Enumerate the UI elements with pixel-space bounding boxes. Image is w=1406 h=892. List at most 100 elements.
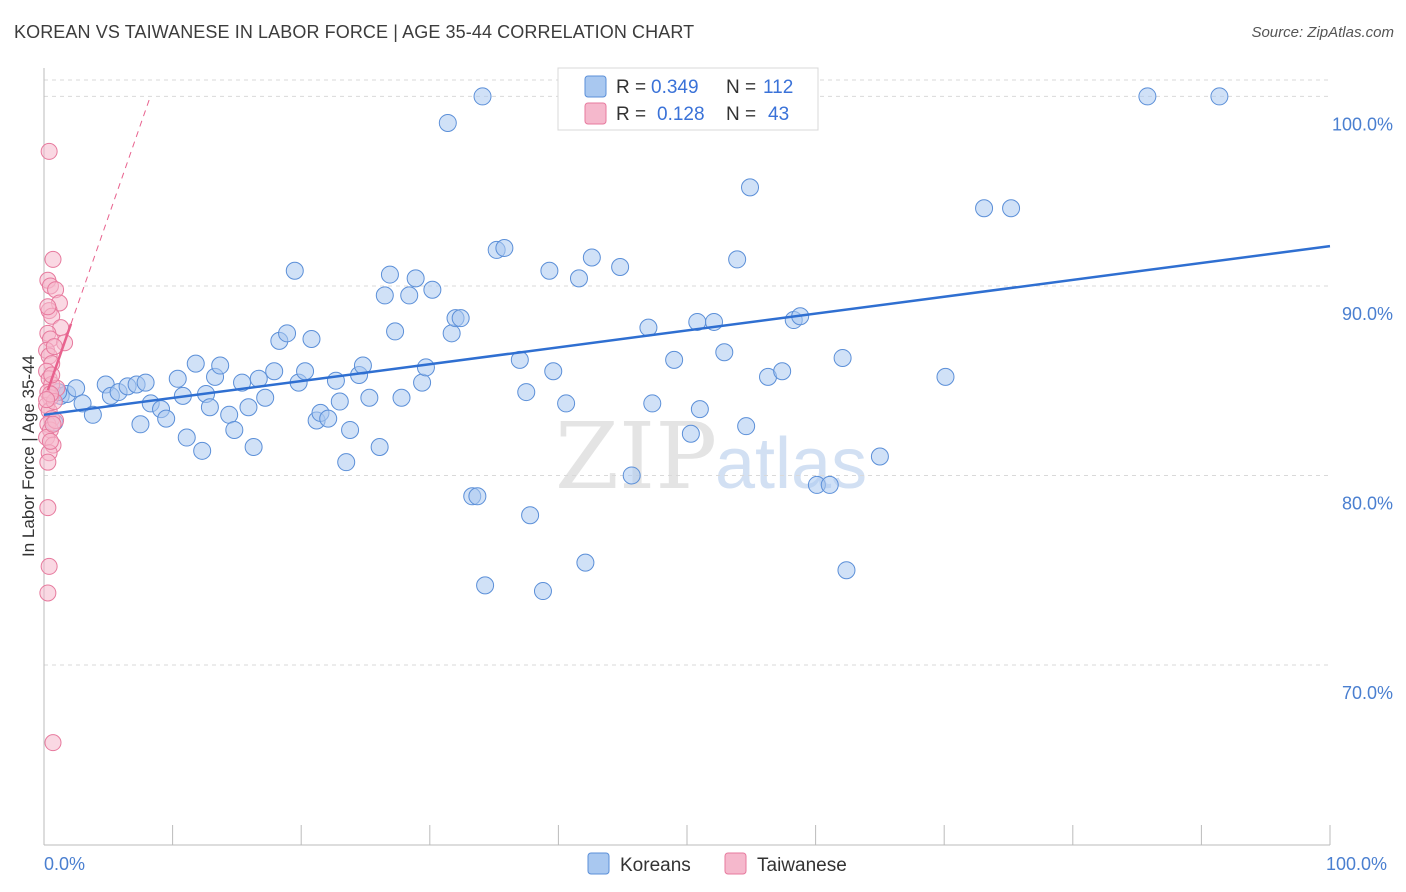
korean-point — [157, 409, 176, 428]
korean-point — [870, 447, 889, 466]
korean-point — [521, 506, 540, 525]
korean-point — [413, 373, 432, 392]
korean-point — [341, 420, 360, 439]
taiwanese-n-label: N = — [726, 104, 756, 125]
korean-point — [690, 400, 709, 419]
taiwanese-point — [39, 453, 57, 471]
korean-point — [380, 265, 399, 284]
korean-point — [833, 348, 852, 367]
stats-legend: R = 0.349 N = 112 R = 0.128 N = 43 — [557, 67, 819, 131]
korean-point — [386, 322, 405, 341]
x-ticks — [43, 825, 1331, 845]
korean-point — [193, 441, 212, 460]
korean-point — [582, 248, 601, 267]
source-label: Source: ZipAtlas.com — [1251, 24, 1394, 41]
korean-point — [375, 286, 394, 305]
korean-point — [451, 309, 470, 328]
korean-point — [136, 373, 155, 392]
korean-point — [1138, 87, 1157, 106]
korean-point — [741, 178, 760, 197]
series-legend: Koreans Taiwanese — [587, 852, 847, 876]
korean-point — [442, 324, 461, 343]
chart-title: KOREAN VS TAIWANESE IN LABOR FORCE | AGE… — [14, 22, 695, 42]
korean-point — [611, 257, 630, 276]
y-axis-label: In Labor Force | Age 35-44 — [19, 355, 38, 557]
taiwanese-legend-swatch — [584, 102, 607, 125]
korean-point — [936, 367, 955, 386]
taiwanese-point — [38, 391, 56, 409]
korean-point — [622, 466, 641, 485]
taiwanese-bottom-swatch — [724, 852, 747, 875]
y-tick-labels: 70.0% 80.0% 90.0% 100.0% — [1332, 114, 1393, 703]
taiwanese-point — [40, 142, 58, 160]
koreans-series — [45, 87, 1229, 601]
korean-point — [302, 330, 321, 349]
taiwanese-point — [44, 250, 62, 268]
koreans-n-label: N = — [726, 77, 756, 98]
y-tick-label: 80.0% — [1342, 493, 1393, 513]
taiwanese-point — [41, 432, 59, 450]
korean-point — [285, 261, 304, 280]
taiwanese-point — [40, 557, 58, 575]
taiwanese-trend-extension — [70, 96, 151, 325]
korean-point — [1210, 87, 1229, 106]
korean-point — [544, 362, 563, 381]
korean-point — [576, 553, 595, 572]
korean-point — [423, 280, 442, 299]
korean-point — [473, 87, 492, 106]
koreans-n-value: 112 — [763, 77, 793, 98]
taiwanese-point — [39, 499, 57, 517]
korean-point — [820, 475, 839, 494]
korean-point — [131, 415, 150, 434]
korean-point — [681, 424, 700, 443]
korean-point — [773, 362, 792, 381]
grid-lines — [44, 79, 1330, 666]
korean-point — [533, 582, 552, 601]
y-tick-label: 100.0% — [1332, 114, 1393, 134]
koreans-legend-swatch — [584, 75, 607, 98]
korean-point — [83, 405, 102, 424]
y-tick-label: 90.0% — [1342, 304, 1393, 324]
korean-point — [438, 113, 457, 132]
x-tick-label-min: 0.0% — [44, 854, 85, 874]
korean-point — [244, 438, 263, 457]
korean-point — [337, 453, 356, 472]
korean-point — [265, 362, 284, 381]
taiwanese-point — [44, 734, 62, 752]
korean-point — [200, 398, 219, 417]
korean-point — [569, 269, 588, 288]
korean-point — [67, 379, 86, 398]
koreans-legend-label: Koreans — [620, 855, 691, 876]
korean-point — [400, 286, 419, 305]
taiwanese-trend-line — [46, 323, 73, 391]
korean-point — [330, 392, 349, 411]
korean-point — [557, 394, 576, 413]
korean-point — [495, 239, 514, 258]
korean-point — [517, 383, 536, 402]
watermark-zip: ZIP — [555, 403, 717, 510]
taiwanese-n-value: 43 — [768, 104, 789, 125]
korean-point — [296, 362, 315, 381]
korean-point — [225, 420, 244, 439]
koreans-r-value: 0.349 — [651, 77, 699, 98]
korean-point — [233, 373, 252, 392]
x-tick-label-max: 100.0% — [1326, 854, 1387, 874]
korean-point — [540, 261, 559, 280]
korean-point — [168, 369, 187, 388]
taiwanese-r-label: R = — [616, 104, 646, 125]
korean-point — [643, 394, 662, 413]
taiwanese-r-value: 0.128 — [657, 104, 705, 125]
trend-lines — [43, 96, 1331, 417]
taiwanese-point — [39, 584, 57, 602]
korean-point — [239, 398, 258, 417]
korean-point — [392, 388, 411, 407]
korean-point — [665, 350, 684, 369]
korean-point — [256, 388, 275, 407]
korean-point — [406, 269, 425, 288]
koreans-bottom-swatch — [587, 852, 610, 875]
korean-point — [211, 356, 230, 375]
korean-point — [278, 324, 297, 343]
taiwanese-legend-label: Taiwanese — [757, 855, 847, 876]
korean-point — [728, 250, 747, 269]
